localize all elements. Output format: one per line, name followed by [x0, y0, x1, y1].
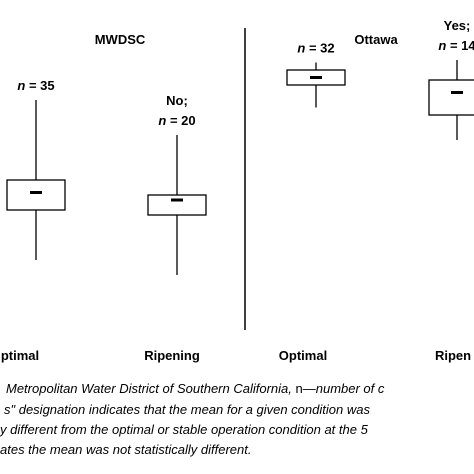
significance-label-mwdsc-ripening: No; — [166, 93, 188, 108]
n-label-ottawa-optimal: n = 32 — [297, 41, 334, 56]
box-mwdsc-ripening — [147, 194, 207, 216]
category-label-3: Optimal — [279, 348, 327, 363]
caption-line-1-rest: —number of c — [302, 381, 385, 396]
category-label-4: Ripen — [435, 348, 471, 363]
figure-caption-line-2: s" designation indicates that the mean f… — [4, 402, 370, 417]
box-mwdsc-optimal — [6, 179, 66, 211]
caption-line-1-plain: n — [291, 381, 303, 396]
caption-line-1-italic: Metropolitan Water District of Southern … — [6, 381, 292, 396]
category-label-1: ptimal — [1, 348, 39, 363]
panel-title-mwdsc: MWDSC — [95, 32, 146, 47]
panel-title-ottawa: Ottawa — [354, 32, 398, 47]
n-label-mwdsc-optimal: n = 35 — [17, 78, 54, 93]
box-ottawa-ripening — [428, 79, 474, 116]
figure-caption-line-3: y different from the optimal or stable o… — [0, 422, 368, 437]
figure-caption-line-1: Metropolitan Water District of Southern … — [6, 379, 474, 398]
significance-label-ottawa-ripening: Yes; — [444, 18, 471, 33]
category-label-2: Ripening — [144, 348, 200, 363]
n-label-mwdsc-ripening: n = 20 — [158, 113, 195, 128]
figure-caption-line-4: ates the mean was not statistically diff… — [0, 442, 252, 457]
n-label-ottawa-ripening: n = 14 — [438, 38, 474, 53]
